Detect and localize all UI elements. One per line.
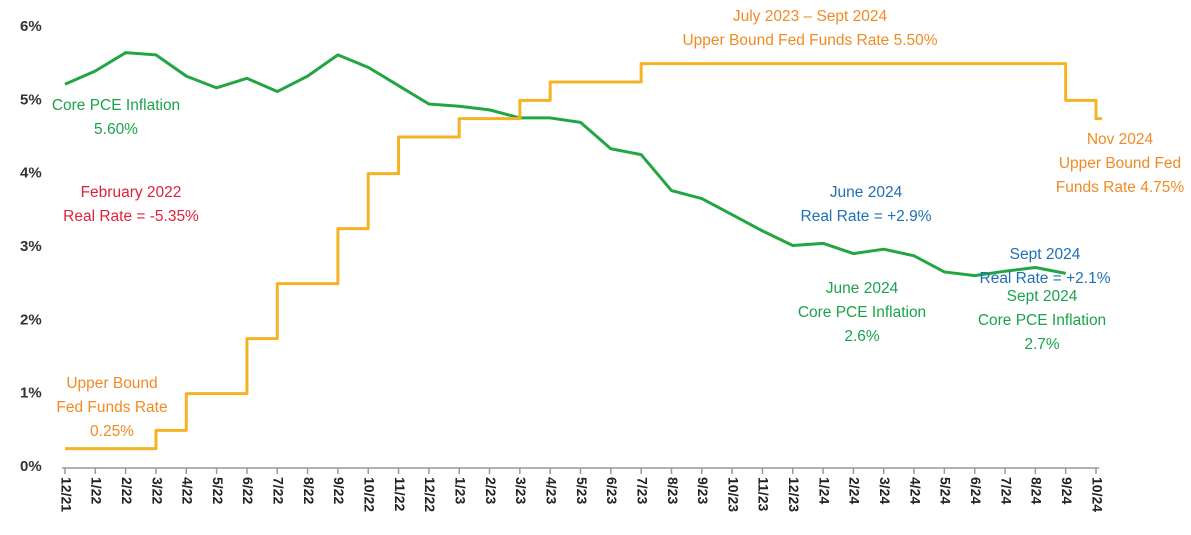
x-tick-label: 1/23 [453,477,469,504]
x-tick-label: 4/22 [180,477,196,504]
x-tick-label: 10/22 [362,477,378,512]
x-tick-label: 10/23 [725,477,741,512]
annotation: Real Rate = +2.1% [980,270,1111,287]
series-line [64,51,1066,278]
annotation: Sept 2024 [1007,288,1078,305]
x-tick-label: 2/23 [483,477,499,504]
x-tick-label: 5/23 [574,477,590,504]
annotation: Upper Bound Fed [1059,155,1181,172]
y-tick-label: 1% [20,385,42,402]
x-tick-label: 5/22 [210,477,226,504]
annotation: 2.7% [1024,336,1060,353]
x-tick-label: 12/22 [422,477,438,512]
annotation: February 2022 [81,184,182,201]
x-tick-label: 11/23 [756,477,772,511]
y-tick-label: 3% [20,238,42,255]
annotation: June 2024 [830,184,903,201]
y-tick-label: 4% [20,165,42,182]
series-line [65,62,1102,451]
annotation: Fed Funds Rate [56,399,167,416]
x-tick-label: 3/22 [149,477,165,504]
x-tick-label: 6/23 [604,477,620,504]
x-tick-label: 2/24 [847,477,863,504]
annotation: Core PCE Inflation [52,97,180,114]
x-tick-label: 8/24 [1029,477,1045,504]
x-tick-label: 11/22 [392,477,408,511]
annotation: Upper Bound Fed Funds Rate 5.50% [682,32,937,49]
annotation: 2.6% [844,328,880,345]
x-tick-label: 1/22 [89,477,105,504]
annotation: Funds Rate 4.75% [1056,179,1185,196]
x-tick-label: 10/24 [1089,477,1105,512]
annotation: July 2023 – Sept 2024 [733,8,888,25]
y-tick-label: 2% [20,311,42,328]
x-tick-label: 7/23 [634,477,650,504]
x-tick-label: 1/24 [816,477,832,504]
x-tick-label: 7/24 [998,477,1014,504]
x-tick-label: 7/22 [271,477,287,504]
y-tick-label: 5% [20,91,42,108]
x-tick-label: 9/22 [331,477,347,504]
annotation: Upper Bound [66,375,157,392]
annotation: Real Rate = -5.35% [63,208,199,225]
x-tick-label: 8/22 [301,477,317,504]
y-tick-label: 6% [20,18,42,35]
x-tick-label: 12/23 [786,477,802,512]
x-tick-label: 9/23 [695,477,711,504]
x-tick-label: 12/21 [58,477,74,512]
x-tick-label: 3/24 [877,477,893,504]
x-tick-label: 4/24 [907,477,923,504]
annotation: Real Rate = +2.9% [801,208,932,225]
annotation: June 2024 [826,280,899,297]
x-tick-label: 2/22 [119,477,135,504]
annotation: 0.25% [90,423,134,440]
annotation: 5.60% [94,121,138,138]
annotation: Core PCE Inflation [978,312,1106,329]
annotation: Sept 2024 [1010,246,1081,263]
x-tick-label: 5/24 [938,477,954,504]
x-tick-label: 8/23 [665,477,681,504]
annotation: Core PCE Inflation [798,304,926,321]
x-tick-label: 3/23 [513,477,529,504]
annotation: Nov 2024 [1087,131,1154,148]
x-tick-label: 9/24 [1059,477,1075,504]
x-tick-label: 6/24 [968,477,984,504]
y-tick-label: 0% [20,458,42,475]
x-tick-label: 6/22 [240,477,256,504]
x-tick-label: 4/23 [543,477,559,504]
